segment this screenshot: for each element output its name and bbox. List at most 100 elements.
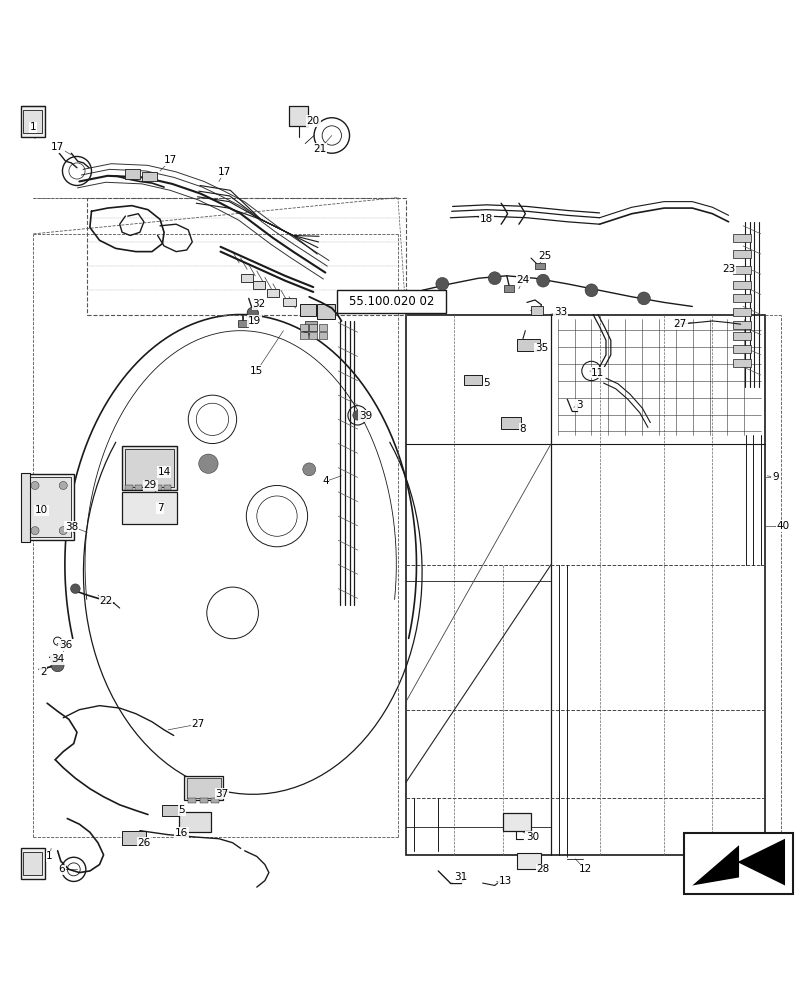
Text: 17: 17 — [164, 155, 177, 165]
Bar — [299, 324, 307, 331]
Bar — [28, 477, 71, 537]
Bar — [337, 290, 446, 313]
Bar — [283, 298, 295, 306]
Bar — [299, 332, 307, 339]
Bar — [122, 831, 146, 845]
Circle shape — [436, 277, 448, 290]
Bar — [240, 274, 252, 282]
Bar — [732, 234, 750, 242]
Bar — [252, 281, 264, 289]
Text: 13: 13 — [498, 876, 511, 886]
Text: 17: 17 — [217, 167, 231, 177]
Bar — [125, 485, 132, 490]
Text: 31: 31 — [453, 872, 467, 882]
Bar — [20, 848, 45, 879]
Bar — [211, 798, 219, 803]
Circle shape — [536, 274, 549, 287]
Text: 18: 18 — [479, 214, 492, 224]
Text: 10: 10 — [35, 505, 48, 515]
Text: 11: 11 — [590, 368, 604, 378]
Bar — [162, 805, 180, 816]
Text: 24: 24 — [516, 275, 529, 285]
Bar — [319, 324, 327, 331]
Text: 5: 5 — [483, 378, 489, 388]
Bar — [267, 289, 279, 297]
Circle shape — [59, 481, 67, 490]
Bar — [732, 281, 750, 289]
Bar — [188, 798, 196, 803]
Circle shape — [31, 527, 39, 535]
Text: 32: 32 — [252, 299, 265, 309]
Bar — [25, 474, 74, 540]
Bar — [732, 359, 750, 367]
Bar — [732, 266, 750, 274]
Bar — [309, 332, 317, 339]
Bar — [142, 172, 157, 181]
Text: 19: 19 — [247, 316, 260, 326]
Bar — [502, 813, 530, 831]
Bar — [309, 324, 317, 331]
Text: 28: 28 — [536, 864, 549, 874]
Circle shape — [352, 410, 362, 420]
Bar — [732, 332, 750, 340]
Bar — [305, 321, 317, 331]
Text: 30: 30 — [526, 832, 539, 842]
Text: 39: 39 — [358, 411, 372, 421]
Text: 1: 1 — [46, 851, 53, 861]
Bar — [684, 833, 792, 894]
Bar — [517, 853, 541, 869]
Text: 27: 27 — [191, 719, 204, 729]
Bar — [530, 306, 543, 315]
Bar — [187, 778, 221, 798]
Bar — [289, 106, 308, 126]
Text: 16: 16 — [175, 828, 188, 838]
Bar — [125, 169, 139, 179]
Bar — [122, 492, 177, 524]
Bar — [23, 110, 42, 133]
Text: 3: 3 — [575, 400, 582, 410]
Bar — [122, 446, 177, 490]
Text: 14: 14 — [157, 467, 170, 477]
Bar — [319, 332, 327, 339]
Bar — [154, 485, 161, 490]
Bar — [534, 263, 544, 269]
Text: 5: 5 — [178, 805, 185, 815]
Text: 8: 8 — [519, 424, 526, 434]
Bar — [464, 375, 481, 385]
Text: 4: 4 — [322, 476, 328, 486]
Bar — [135, 485, 142, 490]
Text: 2: 2 — [40, 667, 46, 677]
Bar — [732, 294, 750, 302]
Bar — [317, 304, 335, 319]
Bar — [732, 250, 750, 258]
Text: 15: 15 — [250, 366, 263, 376]
Bar — [238, 320, 247, 327]
Text: 27: 27 — [673, 319, 686, 329]
Text: 26: 26 — [137, 838, 150, 848]
Bar — [164, 485, 171, 490]
Circle shape — [71, 584, 80, 594]
Text: 36: 36 — [59, 640, 72, 650]
Circle shape — [31, 481, 39, 490]
Text: 29: 29 — [144, 480, 157, 490]
Text: 37: 37 — [215, 789, 229, 799]
Bar — [200, 798, 208, 803]
Circle shape — [584, 284, 597, 297]
Circle shape — [59, 527, 67, 535]
Polygon shape — [692, 839, 784, 885]
Bar — [144, 485, 152, 490]
Bar — [178, 812, 211, 832]
Circle shape — [303, 463, 315, 476]
Bar — [732, 321, 750, 329]
Text: 6: 6 — [58, 864, 65, 874]
Text: 20: 20 — [307, 116, 320, 126]
Bar — [49, 655, 59, 661]
Bar — [20, 473, 30, 542]
Text: 34: 34 — [51, 654, 64, 664]
Text: 17: 17 — [51, 142, 64, 152]
Bar — [517, 339, 539, 351]
Text: 40: 40 — [776, 521, 789, 531]
Circle shape — [247, 307, 258, 319]
Text: 38: 38 — [65, 522, 78, 532]
Bar — [732, 345, 750, 353]
